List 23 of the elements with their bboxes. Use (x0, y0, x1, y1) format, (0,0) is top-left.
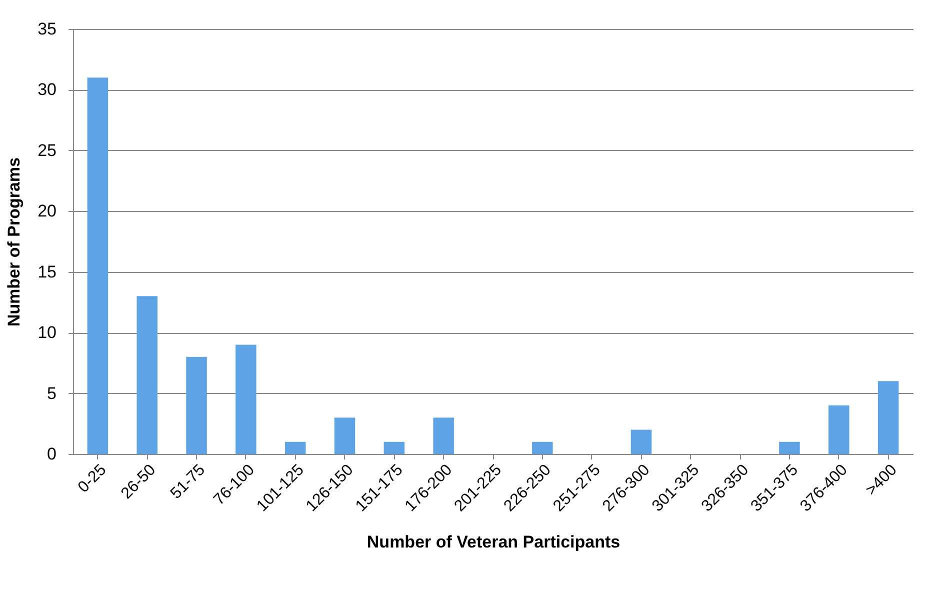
bar (334, 418, 356, 454)
y-tick-label: 25 (38, 140, 56, 160)
bar (384, 442, 405, 454)
bar (236, 344, 256, 454)
y-tick-label: 30 (38, 80, 56, 100)
bar (284, 442, 306, 454)
y-tick-label: 15 (38, 262, 56, 282)
y-tick-label: 10 (38, 323, 56, 342)
bar (532, 442, 553, 454)
bar (828, 405, 850, 454)
bar (779, 442, 800, 454)
y-tick-label: 20 (38, 202, 56, 221)
y-tick-label: 5 (47, 384, 56, 403)
y-tick-label: 0 (47, 444, 56, 464)
y-tick-label: 35 (38, 20, 56, 38)
bar (87, 78, 108, 454)
bar (630, 430, 652, 454)
bar (186, 356, 207, 454)
bar (136, 296, 158, 454)
y-axis-title: Number of Programs (4, 157, 24, 327)
bar (433, 418, 454, 454)
x-axis-title: Number of Veteran Participants (366, 532, 620, 552)
bar (878, 381, 899, 454)
